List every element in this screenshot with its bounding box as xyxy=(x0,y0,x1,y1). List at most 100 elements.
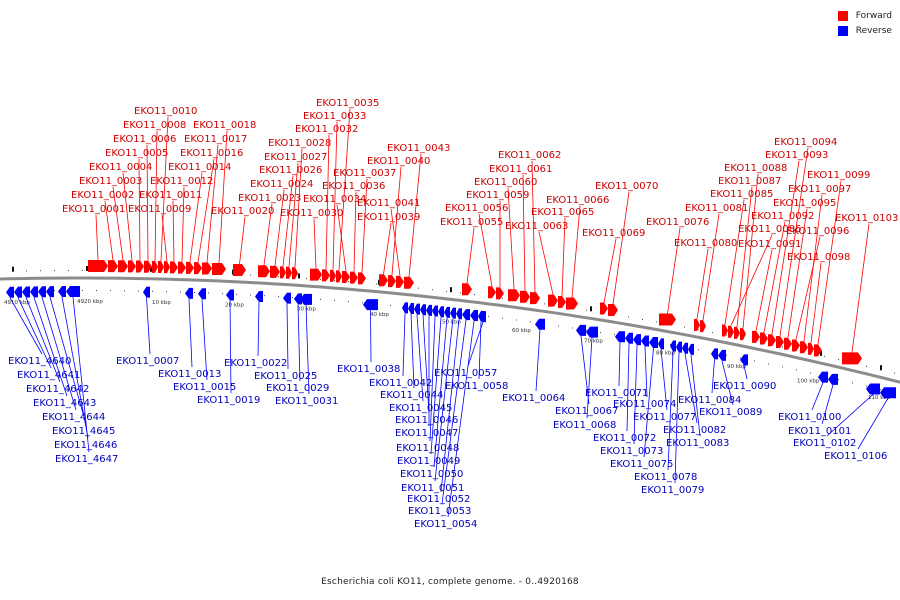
forward-gene-arrow xyxy=(814,344,822,357)
tick-dot xyxy=(320,278,321,280)
major-tick xyxy=(820,350,822,356)
reverse-gene-arrow xyxy=(649,336,658,348)
tick-dot xyxy=(418,287,419,289)
forward-gene-connector xyxy=(197,158,215,263)
tick-dot xyxy=(334,280,335,281)
reverse-gene-arrow xyxy=(414,303,420,315)
reverse-gene-arrow xyxy=(670,340,676,352)
reverse-gene-label: EKO11_0049 xyxy=(397,456,460,467)
tick-dot xyxy=(152,290,153,292)
tick-dot xyxy=(712,331,713,333)
reverse-gene-arrow xyxy=(462,309,470,321)
reverse-gene-label: EKO11_0064 xyxy=(502,393,565,404)
reverse-gene-connector xyxy=(441,320,467,505)
tick-dot xyxy=(866,365,867,367)
forward-gene-label: EKO11_0062 xyxy=(498,150,561,161)
reverse-gene-connector xyxy=(430,317,442,455)
reverse-gene-label: EKO11_0047 xyxy=(395,428,458,439)
reverse-gene-arrow xyxy=(658,338,664,350)
tick-dot xyxy=(82,290,83,291)
forward-gene-connector xyxy=(172,200,175,262)
reverse-gene-label: EKO11_0025 xyxy=(254,371,317,382)
forward-gene-connector xyxy=(466,227,475,284)
forward-gene-label: EKO11_0097 xyxy=(788,184,851,195)
reverse-gene-connector xyxy=(667,351,674,471)
reverse-gene-label: EKO11_0022 xyxy=(224,358,287,369)
tick-dot xyxy=(838,359,839,361)
forward-gene-label: EKO11_0027 xyxy=(264,152,327,163)
reverse-gene-arrow xyxy=(818,371,828,383)
forward-gene-label: EKO11_0034 xyxy=(303,194,366,205)
forward-gene-connector xyxy=(702,213,720,321)
forward-gene-arrow xyxy=(322,269,330,282)
reverse-gene-arrow xyxy=(740,354,748,366)
tick-dot xyxy=(264,295,265,297)
reverse-gene-arrow xyxy=(408,302,414,314)
reverse-gene-label: EKO11_0042 xyxy=(369,378,432,389)
forward-gene-label: EKO11_0088 xyxy=(724,163,787,174)
forward-gene-connector xyxy=(361,178,368,273)
reverse-gene-label: EKO11_4641 xyxy=(17,370,80,381)
tick-dot xyxy=(222,293,223,295)
forward-gene-label: EKO11_0041 xyxy=(357,198,420,209)
forward-gene-arrow xyxy=(496,287,504,300)
reverse-gene-arrow xyxy=(866,383,880,395)
forward-gene-label: EKO11_0017 xyxy=(184,134,247,145)
forward-gene-label: EKO11_0028 xyxy=(268,138,331,149)
reverse-gene-label: EKO11_0067 xyxy=(555,406,618,417)
forward-gene-arrow xyxy=(118,260,128,273)
reverse-gene-arrow xyxy=(432,305,438,317)
forward-gene-arrow xyxy=(128,260,136,273)
tick-dot xyxy=(26,270,27,272)
reverse-gene-label: EKO11_0071 xyxy=(585,388,648,399)
tick-dot xyxy=(614,334,615,336)
reverse-gene-connector xyxy=(429,316,436,442)
forward-gene-arrow xyxy=(520,290,530,303)
forward-gene-arrow xyxy=(558,296,566,309)
forward-swatch xyxy=(837,10,848,21)
tick-dot xyxy=(54,290,55,292)
tick-dot xyxy=(642,319,643,320)
tick-dot xyxy=(726,334,727,336)
forward-gene-arrow xyxy=(270,265,280,278)
tick-dot xyxy=(726,354,727,356)
forward-gene-label: EKO11_0023 xyxy=(238,193,301,204)
reverse-gene-connector xyxy=(434,318,454,482)
major-tick xyxy=(880,365,882,371)
forward-gene-connector xyxy=(763,221,786,333)
reverse-gene-label: EKO11_0038 xyxy=(337,364,400,375)
major-tick xyxy=(12,266,14,272)
tick-dot xyxy=(250,274,251,276)
forward-gene-label: EKO11_0087 xyxy=(718,176,781,187)
reverse-gene-arrow xyxy=(633,334,641,346)
forward-gene-arrow xyxy=(566,297,578,310)
tick-dot xyxy=(502,317,503,319)
forward-gene-connector xyxy=(206,144,219,263)
reverse-gene-connector xyxy=(857,397,889,450)
forward-gene-arrow xyxy=(164,261,170,274)
forward-gene-label: EKO11_0016 xyxy=(180,148,243,159)
scale-label: 30 kbp xyxy=(297,306,316,312)
reverse-gene-connector xyxy=(33,297,68,397)
reverse-gene-label: EKO11_0078 xyxy=(634,472,697,483)
forward-gene-arrow xyxy=(152,260,158,273)
tick-dot xyxy=(628,316,629,318)
reverse-gene-label: EKO11_0029 xyxy=(266,383,329,394)
forward-gene-arrow xyxy=(388,275,396,288)
reverse-gene-arrow xyxy=(682,342,688,354)
forward-gene-arrow xyxy=(170,261,178,274)
tick-dot xyxy=(670,344,671,345)
forward-gene-arrow xyxy=(144,260,152,273)
reverse-gene-arrow xyxy=(586,326,598,338)
forward-gene-label: EKO11_0039 xyxy=(357,212,420,223)
reverse-gene-arrow xyxy=(198,288,206,300)
major-tick xyxy=(298,273,300,279)
forward-gene-connector xyxy=(263,203,273,266)
reverse-gene-connector xyxy=(478,321,482,380)
reverse-gene-arrow xyxy=(185,287,193,299)
forward-gene-label: EKO11_0055 xyxy=(440,217,503,228)
forward-gene-arrow xyxy=(842,352,862,365)
forward-gene-connector xyxy=(810,262,822,343)
forward-gene-arrow xyxy=(784,337,792,350)
